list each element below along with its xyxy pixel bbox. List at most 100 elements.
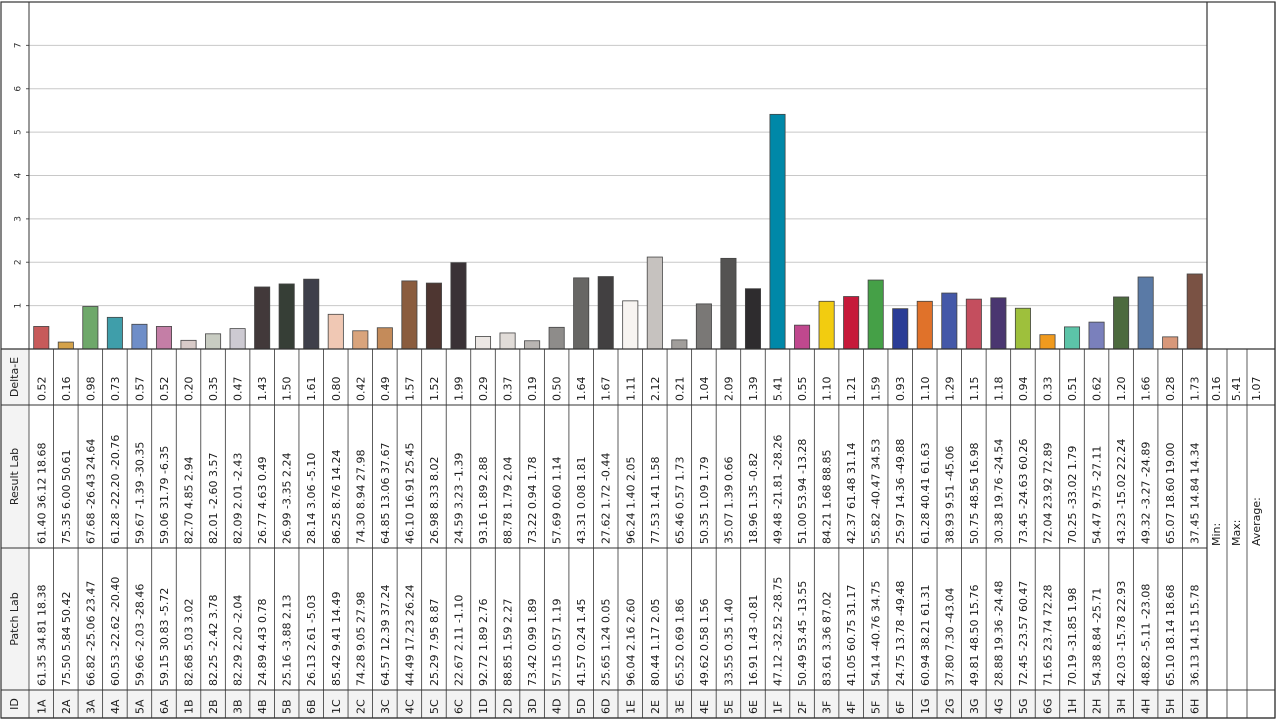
cell-de-3D: 0.19 (526, 377, 539, 402)
row-label-patch: Patch Lab (8, 592, 21, 646)
bar-5E (720, 257, 737, 350)
cell-id-2F: 2F (796, 701, 809, 714)
y-tick-label: 6 (14, 86, 24, 92)
cell-result-3F: 84.21 1.68 88.85 (821, 450, 834, 544)
cell-patch-2H: 54.38 8.84 -25.71 (1091, 588, 1104, 686)
bar-2A (57, 341, 74, 350)
bar-4A (106, 316, 123, 350)
cell-de-6D: 1.67 (600, 377, 613, 402)
cell-id-5H: 5H (1164, 699, 1177, 714)
cell-de-4F: 1.21 (845, 377, 858, 402)
cell-de-1C: 0.80 (330, 377, 343, 402)
cell-de-6C: 1.99 (452, 377, 465, 402)
cell-id-6D: 6D (600, 699, 613, 714)
cell-id-2H: 2H (1091, 699, 1104, 714)
cell-de-6G: 0.33 (1041, 377, 1054, 402)
cell-patch-5A: 59.66 -2.03 -28.46 (133, 584, 146, 686)
cell-result-2F: 51.00 53.94 -13.28 (796, 439, 809, 544)
cell-patch-5G: 72.45 -23.57 60.47 (1017, 581, 1030, 686)
cell-de-5H: 0.28 (1164, 377, 1177, 402)
bar-4B (254, 286, 271, 350)
cell-id-3A: 3A (84, 699, 97, 714)
cell-patch-3E: 65.52 0.69 1.86 (673, 599, 686, 686)
bar-4E (695, 303, 712, 350)
cell-id-3G: 3G (968, 698, 981, 714)
cell-de-4A: 0.73 (109, 377, 122, 402)
bar-2E (646, 256, 663, 350)
bar-3G (965, 298, 982, 350)
cell-patch-4A: 60.53 -22.62 -20.40 (109, 577, 122, 686)
cell-patch-1A: 61.35 34.81 18.38 (35, 585, 48, 686)
cell-patch-6H: 36.13 14.15 15.78 (1189, 585, 1202, 686)
cell-de-1G: 1.10 (919, 377, 932, 402)
cell-patch-2C: 74.28 9.05 27.98 (354, 592, 367, 686)
cell-de-5A: 0.57 (133, 377, 146, 402)
cell-result-4H: 49.32 -3.27 -24.89 (1140, 442, 1153, 544)
cell-result-5B: 26.99 -3.35 2.24 (281, 453, 294, 544)
cell-de-1B: 0.20 (183, 377, 196, 402)
cell-result-1C: 86.25 8.76 14.24 (330, 450, 343, 544)
bar-6F (892, 308, 909, 350)
y-tick-label: 2 (14, 259, 24, 265)
cell-id-2D: 2D (502, 699, 515, 714)
cell-result-6E: 18.96 1.35 -0.82 (747, 453, 760, 544)
cell-de-5C: 1.52 (428, 377, 441, 402)
cell-result-3B: 82.09 2.01 -2.43 (232, 453, 245, 544)
cell-de-2B: 0.35 (207, 377, 220, 402)
cell-de-6H: 1.73 (1189, 377, 1202, 402)
cell-patch-5E: 33.55 0.35 1.40 (722, 599, 735, 686)
cell-patch-3G: 49.81 48.50 15.76 (968, 585, 981, 686)
y-tick-label: 7 (14, 43, 24, 49)
bar-5G (1014, 307, 1031, 350)
cell-de-4B: 1.43 (256, 377, 269, 402)
cell-result-5H: 65.07 18.60 19.00 (1164, 443, 1177, 544)
cell-de-2D: 0.37 (502, 377, 515, 402)
bar-3A (82, 306, 99, 350)
bar-2G (941, 292, 958, 350)
cell-result-2G: 38.93 9.51 -45.06 (943, 446, 956, 544)
cell-id-1B: 1B (183, 699, 196, 714)
summary-min-value: 0.16 (1210, 377, 1223, 402)
bar-5F (867, 279, 884, 350)
cell-patch-2D: 88.85 1.59 2.27 (502, 599, 515, 686)
cell-de-6F: 0.93 (894, 377, 907, 402)
cell-patch-1C: 85.42 9.41 14.49 (330, 592, 343, 686)
cell-patch-6G: 71.65 23.74 72.28 (1041, 585, 1054, 686)
cell-patch-1F: 47.12 -32.52 -28.75 (772, 577, 785, 686)
cell-id-2E: 2E (649, 700, 662, 714)
cell-id-1F: 1F (772, 701, 785, 714)
cell-patch-4B: 24.89 4.43 0.78 (256, 599, 269, 686)
bar-4C (401, 280, 418, 350)
cell-result-1B: 82.70 4.85 2.94 (183, 457, 196, 544)
cell-de-3A: 0.98 (84, 377, 97, 402)
cell-patch-1E: 96.04 2.16 2.60 (624, 599, 637, 686)
cell-patch-6D: 25.65 1.24 0.05 (600, 599, 613, 686)
cell-id-4D: 4D (551, 699, 564, 714)
cell-id-3C: 3C (379, 699, 392, 714)
bar-2H (1088, 321, 1105, 350)
cell-result-2D: 88.78 1.79 2.04 (502, 457, 515, 544)
bar-6E (744, 288, 761, 350)
cell-id-4F: 4F (845, 701, 858, 714)
cell-result-4E: 50.35 1.09 1.79 (698, 457, 711, 544)
cell-patch-5H: 65.10 18.14 18.68 (1164, 585, 1177, 686)
bar-3C (376, 327, 393, 350)
cell-result-2A: 75.35 6.00 50.61 (60, 450, 73, 544)
cell-id-4B: 4B (256, 699, 269, 714)
cell-id-4H: 4H (1140, 699, 1153, 714)
summary-max-value: 5.41 (1230, 377, 1243, 402)
bar-6D (597, 276, 614, 350)
cell-result-2E: 77.53 1.41 1.58 (649, 457, 662, 544)
bar-4D (548, 326, 565, 350)
cell-de-4E: 1.04 (698, 377, 711, 402)
cell-result-1H: 70.25 -33.02 1.79 (1066, 446, 1079, 544)
cell-result-1D: 93.16 1.89 2.88 (477, 457, 490, 544)
cell-patch-4C: 44.49 17.23 26.24 (403, 585, 416, 686)
cell-patch-2A: 75.50 5.84 50.42 (60, 592, 73, 686)
cell-id-1A: 1A (35, 699, 48, 714)
summary-avg-value: 1.07 (1250, 377, 1263, 402)
cell-patch-2E: 80.44 1.17 2.05 (649, 599, 662, 686)
cell-de-4H: 1.66 (1140, 377, 1153, 402)
